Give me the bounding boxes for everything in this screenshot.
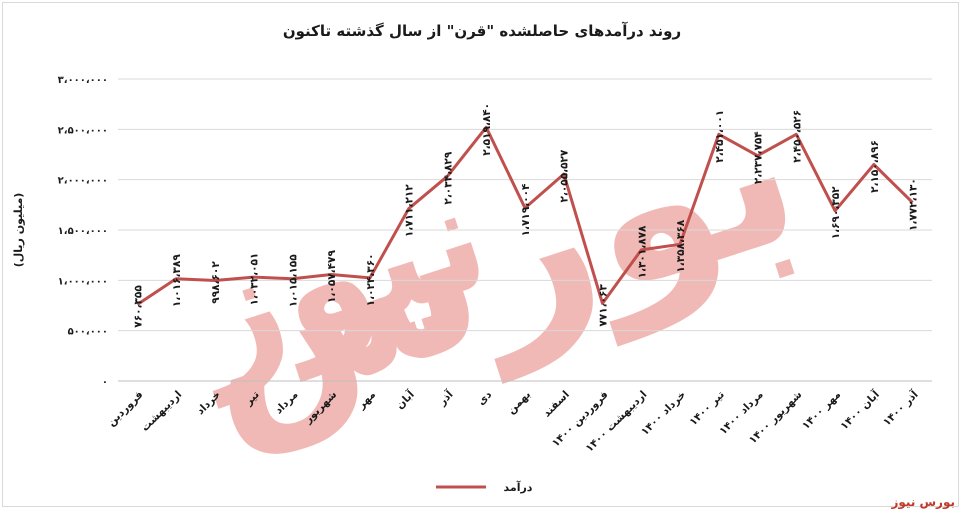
y-tick-label: ۵۰۰،۰۰۰ xyxy=(68,327,108,338)
series-line-revenue xyxy=(136,125,914,306)
data-label: ۱،۰۱۵،۱۵۵ xyxy=(287,254,299,307)
x-tick-label: مهر ۱۴۰۰ xyxy=(800,389,843,432)
data-label: ۷۷۱،۰۶۳ xyxy=(598,284,610,327)
data-label: ۱،۰۳۲،۰۵۱ xyxy=(249,253,261,306)
chart-title: روند درآمدهای حاصلشده "قرن" از سال گذشته… xyxy=(283,22,681,40)
data-label: ۲،۰۵۵،۵۲۷ xyxy=(559,149,571,202)
data-label: ۲،۵۱۹،۸۴۰ xyxy=(481,103,493,156)
x-tick-label: دی xyxy=(475,388,495,408)
x-tick-label: آذر ۱۴۰۰ xyxy=(880,388,921,429)
data-label: ۲،۲۳۷،۷۵۴ xyxy=(753,131,765,184)
y-tick-label: ۱،۰۰۰،۰۰۰ xyxy=(58,276,108,287)
y-axis-label: (میلیون ریال) xyxy=(12,193,25,268)
data-label: ۱،۳۵۸،۳۶۸ xyxy=(675,219,687,272)
y-tick-label: ۳،۰۰۰،۰۰۰ xyxy=(58,75,108,86)
data-label: ۱،۷۱۹،۰۰۴ xyxy=(520,183,532,236)
legend[interactable]: درآمد xyxy=(436,480,533,494)
data-label: ۱،۶۹۰،۳۵۲ xyxy=(830,186,842,239)
x-tick-label: آبان ۱۴۰۰ xyxy=(838,388,883,433)
y-tick-label: ۲،۵۰۰،۰۰۰ xyxy=(58,125,108,136)
y-tick-label: ۰ xyxy=(102,377,108,388)
x-tick-label: اردیبهشت xyxy=(139,389,184,434)
chart-frame xyxy=(2,2,959,507)
x-tick-label: فروردین xyxy=(105,389,145,429)
y-axis-ticks: ۰ ۵۰۰،۰۰۰ ۱،۰۰۰،۰۰۰ ۱،۵۰۰،۰۰۰ ۲،۰۰۰،۰۰۰ ۲،۵۰۰… xyxy=(58,75,108,388)
data-label: ۱،۳۰۱،۸۷۸ xyxy=(636,225,648,278)
data-label: ۷۶۰،۳۵۵ xyxy=(132,285,144,328)
data-label: ۲،۱۵۰،۸۹۶ xyxy=(869,140,881,193)
data-label: ۱،۰۵۷،۴۷۹ xyxy=(326,250,338,303)
data-label: ۱،۰۱۶،۳۸۹ xyxy=(171,254,183,307)
data-label: ۲،۰۳۴،۸۲۹ xyxy=(442,151,454,204)
legend-label: درآمد xyxy=(504,480,533,494)
gridlines xyxy=(118,78,932,332)
x-tick-label: تیر ۱۴۰۰ xyxy=(687,389,727,429)
y-tick-label: ۱،۵۰۰،۰۰۰ xyxy=(58,226,108,237)
data-label: ۲،۴۵۰،۵۲۶ xyxy=(791,110,803,163)
x-tick-label: بهمن xyxy=(505,389,533,417)
x-tick-label: اسفند xyxy=(541,389,572,420)
data-label: ۹۹۸،۶۰۲ xyxy=(210,261,222,304)
data-label: ۱،۷۱۱،۲۱۲ xyxy=(404,184,416,237)
data-labels: ۷۶۰،۳۵۵ ۱،۰۱۶،۳۸۹ ۹۹۸،۶۰۲ ۱،۰۳۲،۰۵۱ ۱،۰۱۵،۱۵… xyxy=(132,103,919,328)
data-label: ۱،۷۷۲،۱۳۰ xyxy=(908,178,920,231)
data-label: ۲،۴۵۱،۰۰۱ xyxy=(714,110,726,163)
data-label: ۱،۰۲۴،۳۶۰ xyxy=(365,253,377,306)
y-tick-label: ۲،۰۰۰،۰۰۰ xyxy=(58,176,108,187)
source-caption: بورس نیوز xyxy=(891,495,955,509)
